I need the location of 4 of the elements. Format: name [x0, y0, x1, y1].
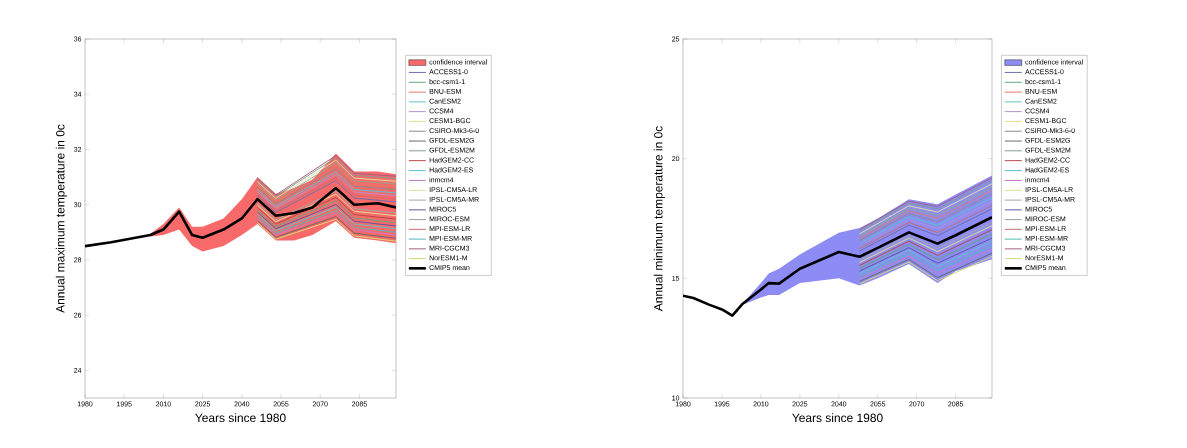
x-axis-title: Years since 1980: [195, 413, 286, 423]
x-axis-title: Years since 1980: [792, 413, 883, 423]
y-axis-title: Annual maximum temperature in 0c: [55, 124, 67, 313]
y-axis-title: Annual minimum temperature in 0c: [653, 126, 665, 312]
